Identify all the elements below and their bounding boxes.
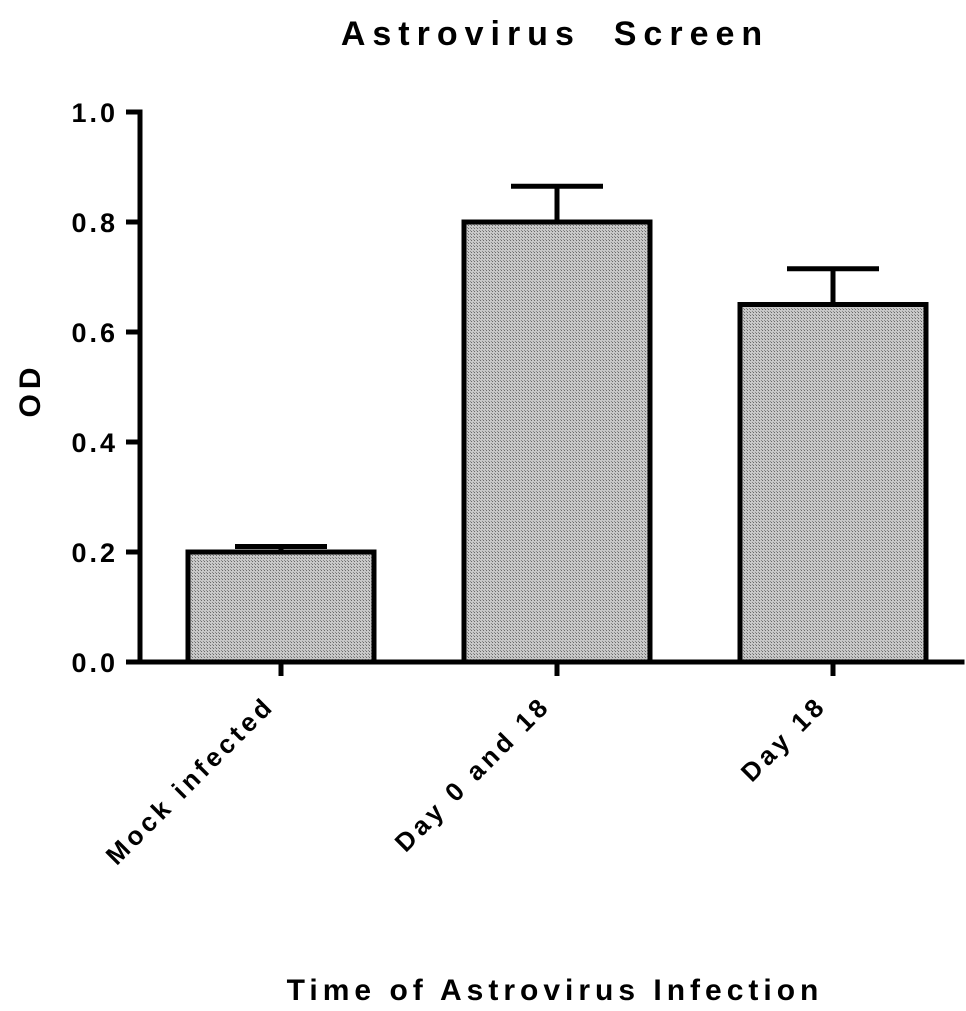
x-axis-label: Time of Astrovirus Infection [287,974,824,1007]
bars-layer [188,222,926,662]
x-tick-label: Day 18 [735,690,832,787]
y-tick-label: 0.2 [71,538,118,568]
x-tick-label: Day 0 and 18 [389,690,557,858]
x-tick-label: Mock infected [100,690,281,871]
y-tick-label: 0.6 [71,318,118,348]
y-ticks-layer: 0.0 0.2 0.4 0.6 0.8 1.0 [71,98,140,678]
chart-title: Astrovirus Screen [341,15,769,53]
y-axis-label: OD [14,363,47,418]
y-tick-label: 1.0 [71,98,118,128]
x-ticks-layer: Mock infected Day 0 and 18 Day 18 [100,662,833,871]
bar [464,222,650,662]
bar [740,305,926,663]
bar [188,552,374,662]
y-tick-label: 0.8 [71,208,118,238]
y-tick-label: 0.0 [71,648,118,678]
y-tick-label: 0.4 [71,428,118,458]
